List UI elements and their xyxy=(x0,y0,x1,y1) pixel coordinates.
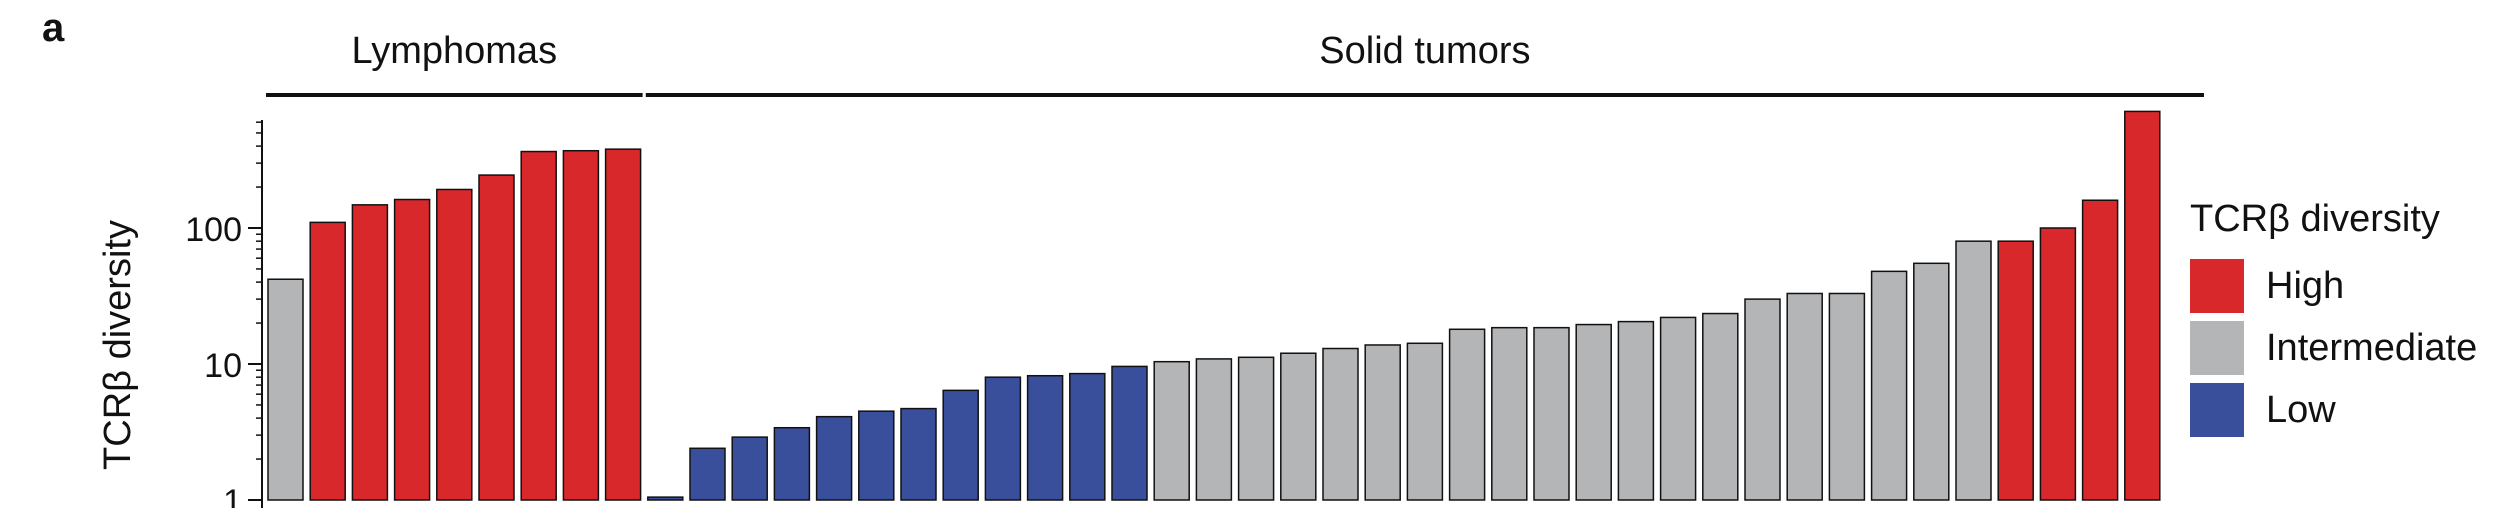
bar-low xyxy=(1026,374,1064,501)
bar-low xyxy=(1069,372,1106,501)
bar-low xyxy=(984,376,1022,501)
bar-high xyxy=(309,221,346,501)
bar-intermediate xyxy=(1406,342,1444,501)
y-tick-label: 1 xyxy=(223,483,242,508)
legend-item-low: Low xyxy=(2190,379,2477,441)
legend-title: TCRβ diversity xyxy=(2190,198,2440,240)
bar-high xyxy=(351,204,389,501)
bar-intermediate xyxy=(1786,292,1823,501)
bar-intermediate xyxy=(1491,326,1528,501)
bar-intermediate xyxy=(1575,323,1612,501)
bar-low xyxy=(689,447,726,501)
bar-intermediate xyxy=(1955,240,1992,501)
panel-label: a xyxy=(42,6,65,50)
y-axis: 1 10 100 xyxy=(185,120,263,508)
bar-low xyxy=(1111,365,1148,501)
legend-item-high: High xyxy=(2190,255,2477,317)
legend-label-low: Low xyxy=(2266,388,2336,431)
y-tick-label: 10 xyxy=(204,347,242,385)
bar-high xyxy=(520,150,557,501)
bar-low xyxy=(647,496,684,501)
legend-swatch-high xyxy=(2190,259,2244,313)
legend-label-high: High xyxy=(2266,264,2345,307)
bar-intermediate xyxy=(1744,298,1781,501)
group-label: Solid tumors xyxy=(1319,30,1530,72)
bar-low xyxy=(858,410,895,501)
bar-high xyxy=(478,174,515,501)
bar-intermediate xyxy=(1828,292,1866,501)
bar-high xyxy=(393,198,431,501)
bar-intermediate xyxy=(1533,326,1570,501)
bar-high xyxy=(2081,199,2119,501)
bar-intermediate xyxy=(1702,312,1739,501)
legend-label-intermediate: Intermediate xyxy=(2266,326,2478,369)
group-brackets: Lymphomas Solid tumors xyxy=(266,30,2204,97)
bar-low xyxy=(900,407,937,501)
bar-intermediate xyxy=(1195,358,1233,501)
legend-item-intermediate: Intermediate xyxy=(2190,317,2477,379)
bar-intermediate xyxy=(1913,262,1950,501)
bars xyxy=(267,110,2161,501)
bar-intermediate xyxy=(1870,270,1908,501)
y-tick-label: 100 xyxy=(185,211,242,249)
bar-low xyxy=(773,426,811,501)
legend-swatch-low xyxy=(2190,383,2244,437)
bar-intermediate xyxy=(1448,328,1486,501)
bar-intermediate xyxy=(1280,352,1317,501)
bar-high xyxy=(2124,110,2161,501)
bar-intermediate xyxy=(1659,316,1697,501)
y-axis-label: TCRβ diversity xyxy=(97,220,139,470)
bar-low xyxy=(731,436,768,501)
group-label: Lymphomas xyxy=(352,30,558,72)
bar-high xyxy=(604,148,642,501)
bar-intermediate xyxy=(267,278,304,501)
bar-intermediate xyxy=(1322,347,1359,501)
bar-intermediate xyxy=(1237,356,1275,501)
bar-intermediate xyxy=(1364,344,1401,501)
legend: TCRβ diversity High Intermediate Low xyxy=(2190,198,2477,441)
legend-swatch-intermediate xyxy=(2190,321,2244,375)
bar-high xyxy=(2039,227,2077,501)
bar-intermediate xyxy=(1617,320,1655,501)
bar-low xyxy=(942,389,979,501)
bar-high xyxy=(562,149,600,501)
bar-high xyxy=(436,188,473,501)
bar-high xyxy=(1997,240,2034,501)
bar-low xyxy=(815,415,853,501)
bar-intermediate xyxy=(1153,360,1190,501)
